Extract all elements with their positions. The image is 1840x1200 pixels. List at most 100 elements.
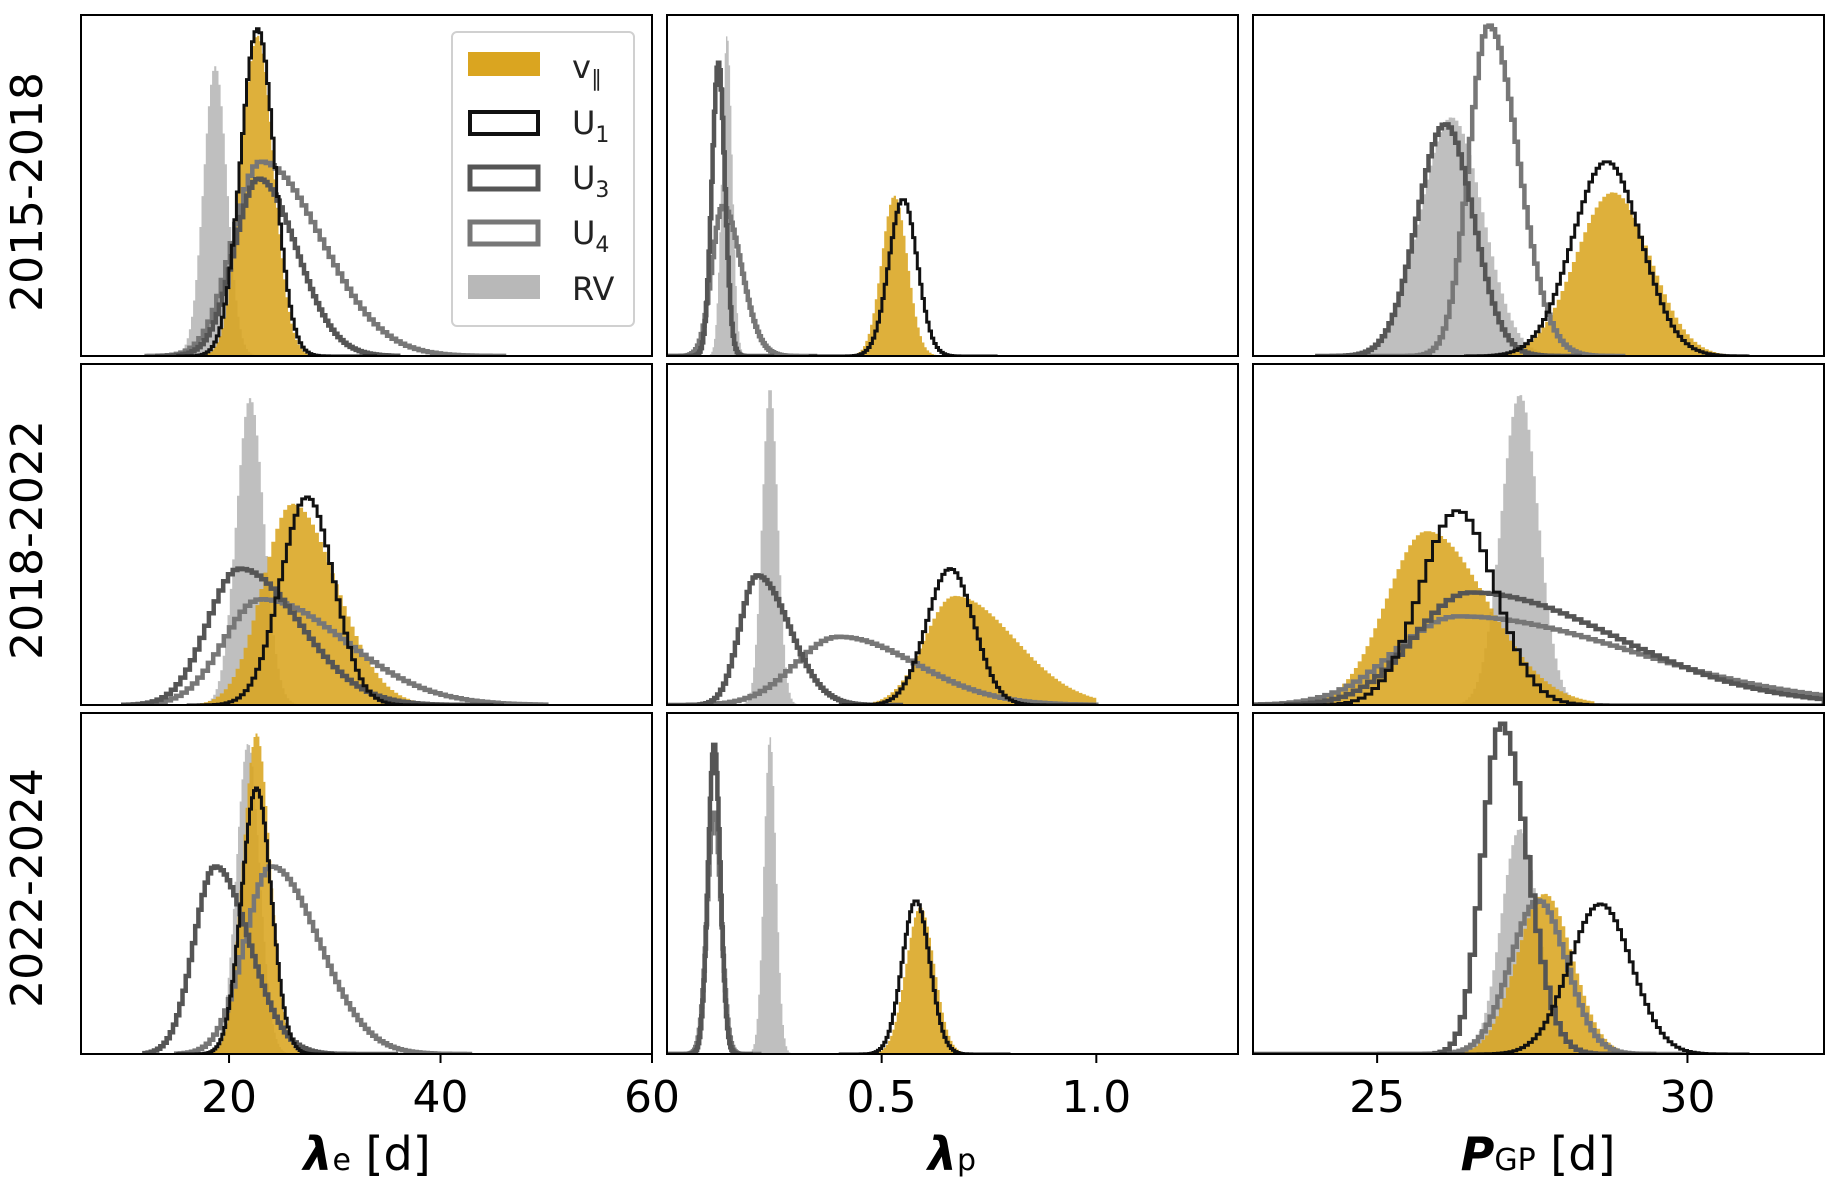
x-axis-title-pgp: PGP [d]	[1461, 1127, 1616, 1181]
hist-u4-r1-c2	[667, 203, 818, 356]
legend-swatch-u4	[467, 219, 541, 247]
panel-r3-c3	[1252, 712, 1825, 1063]
row-label-3: 2022-2024	[2, 768, 53, 1008]
x-axis-title-lambda-e: λe [d]	[300, 1127, 430, 1181]
hist-v-par-r2-c2	[817, 595, 1097, 705]
panel-r1-c3-series	[1315, 23, 1762, 356]
tick-label-pgp-30: 30	[1659, 1072, 1715, 1123]
tick-label-lambda-p-0.5: 0.5	[847, 1072, 917, 1123]
panel-frame-r2-c3	[1252, 363, 1825, 706]
legend: v∥ U1 U3 U4 RV	[451, 31, 635, 327]
row-label-1: 2015-2018	[2, 72, 53, 312]
tick-label-lambda-e-20: 20	[201, 1072, 257, 1123]
x-axis-title-lambda-p-sub: p	[957, 1143, 976, 1178]
hist-v-par-r3-c3	[1408, 893, 1688, 1054]
legend-label-rv: RV	[572, 270, 614, 308]
row-labels: 2015-2018 2018-2022 2022-2024	[2, 72, 53, 1008]
x-axis-title-lambda-e-sub: e	[332, 1143, 350, 1178]
legend-label-u1-sub: 1	[595, 123, 609, 148]
hist-u4-r2-c1	[121, 597, 549, 705]
panel-r2-c1	[80, 363, 653, 706]
panel-r3-c1-series	[142, 733, 473, 1054]
panel-r2-c3	[1252, 363, 1825, 706]
hist-u4-r1-c3	[1364, 23, 1626, 356]
panel-r2-c2	[666, 363, 1239, 706]
axis-titles: λe [d] λp PGP [d]	[300, 1127, 1615, 1181]
panel-r2-c1-series	[121, 398, 549, 705]
panel-r3-c3-series	[1253, 721, 1750, 1054]
legend-swatch-rv	[468, 275, 540, 299]
legend-swatch-v-par	[468, 52, 540, 76]
x-axis-title-lambda-e-symbol: λ	[300, 1127, 332, 1181]
tick-label-pgp-25: 25	[1349, 1072, 1405, 1123]
panel-r1-c1-series	[144, 27, 507, 356]
hist-rv-r1-c2	[667, 36, 775, 356]
panel-r1-c2	[666, 14, 1239, 357]
hist-v-par-r3-c2	[838, 907, 1011, 1054]
panel-frame-r3-c1	[80, 712, 653, 1055]
panel-r2-c3-series	[1253, 395, 1824, 705]
x-axis-title-lambda-e-unit: [d]	[351, 1127, 431, 1181]
hist-u4-r2-c3	[1253, 614, 1824, 705]
hist-rv-r2-c3	[1408, 395, 1626, 705]
hist-u1-r1-c3	[1464, 160, 1750, 356]
panel-frame-r1-c2	[666, 14, 1239, 357]
legend-label-u4-main: U	[572, 214, 595, 252]
legend-label-u1-main: U	[572, 104, 595, 142]
x-axis-title-pgp-symbol: P	[1461, 1127, 1495, 1181]
legend-label-u3-main: U	[572, 159, 595, 197]
hist-rv-r1-c1	[144, 66, 314, 356]
panel-r3-c2	[666, 712, 1239, 1063]
hist-rv-r3-c2	[709, 737, 839, 1054]
panel-frame-r2-c2	[666, 363, 1239, 706]
panel-r1-c3	[1252, 14, 1825, 357]
x-axis-title-pgp-unit: [d]	[1536, 1127, 1616, 1181]
panels	[80, 14, 1825, 1063]
tick-label-lambda-p-1.0: 1.0	[1061, 1072, 1131, 1123]
panel-r1-c2-series	[667, 36, 998, 356]
legend-label-u3: U3	[572, 159, 609, 203]
hist-u3-r1-c3	[1315, 122, 1582, 356]
panel-r2-c2-series	[667, 390, 1099, 705]
legend-label-u1: U1	[572, 104, 609, 148]
hist-u3-r2-c3	[1253, 590, 1824, 705]
hist-u1-r3-c3	[1439, 902, 1750, 1054]
panel-r3-c1	[80, 712, 653, 1063]
legend-label-u4: U4	[572, 214, 609, 258]
panel-frame-r1-c1	[80, 14, 653, 357]
x-axis-title-lambda-p: λp	[925, 1127, 976, 1181]
panel-r1-c1	[80, 14, 653, 357]
legend-label-v-par-sub: ∥	[591, 67, 602, 92]
panel-frame-r3-c3	[1252, 712, 1825, 1055]
legend-label-v-par-main: v	[572, 48, 591, 86]
hist-v-par-r1-c3	[1457, 192, 1762, 356]
hist-v-par-r1-c2	[808, 195, 998, 356]
legend-label-u4-sub: 4	[595, 233, 609, 258]
hist-u3-r3-c3	[1253, 721, 1657, 1054]
tick-label-lambda-e-40: 40	[413, 1072, 469, 1123]
panel-frame-r3-c2	[666, 712, 1239, 1055]
legend-frame	[451, 31, 635, 327]
hist-u1-r3-c1	[176, 786, 335, 1054]
tick-labels: 20 40 60 0.5 1.0 25 30	[201, 1072, 1715, 1123]
hist-rv-r2-c1	[165, 398, 356, 705]
x-axis-title-lambda-p-symbol: λ	[925, 1127, 957, 1181]
panel-frame-r1-c3	[1252, 14, 1825, 357]
hist-rv-r1-c3	[1315, 117, 1576, 356]
hist-u4-r3-c2	[667, 810, 762, 1054]
legend-swatch-u1	[468, 110, 540, 136]
hist-u4-r2-c2	[686, 634, 1099, 705]
hist-u4-r3-c1	[173, 864, 473, 1054]
panel-r3-c2-series	[667, 737, 1011, 1054]
hist-u4-r1-c1	[144, 159, 507, 356]
legend-swatch-u3	[467, 164, 541, 192]
hist-u1-r2-c3	[1284, 509, 1824, 705]
row-label-2: 2018-2022	[2, 420, 53, 660]
legend-label-u3-sub: 3	[595, 178, 609, 203]
x-axis-title-pgp-sub: GP	[1494, 1143, 1535, 1178]
hist-v-par-r2-c1	[176, 503, 494, 705]
panel-frame-r2-c1	[80, 363, 653, 706]
tick-label-lambda-e-60: 60	[624, 1072, 680, 1123]
legend-label-v-par: v∥	[572, 48, 602, 92]
